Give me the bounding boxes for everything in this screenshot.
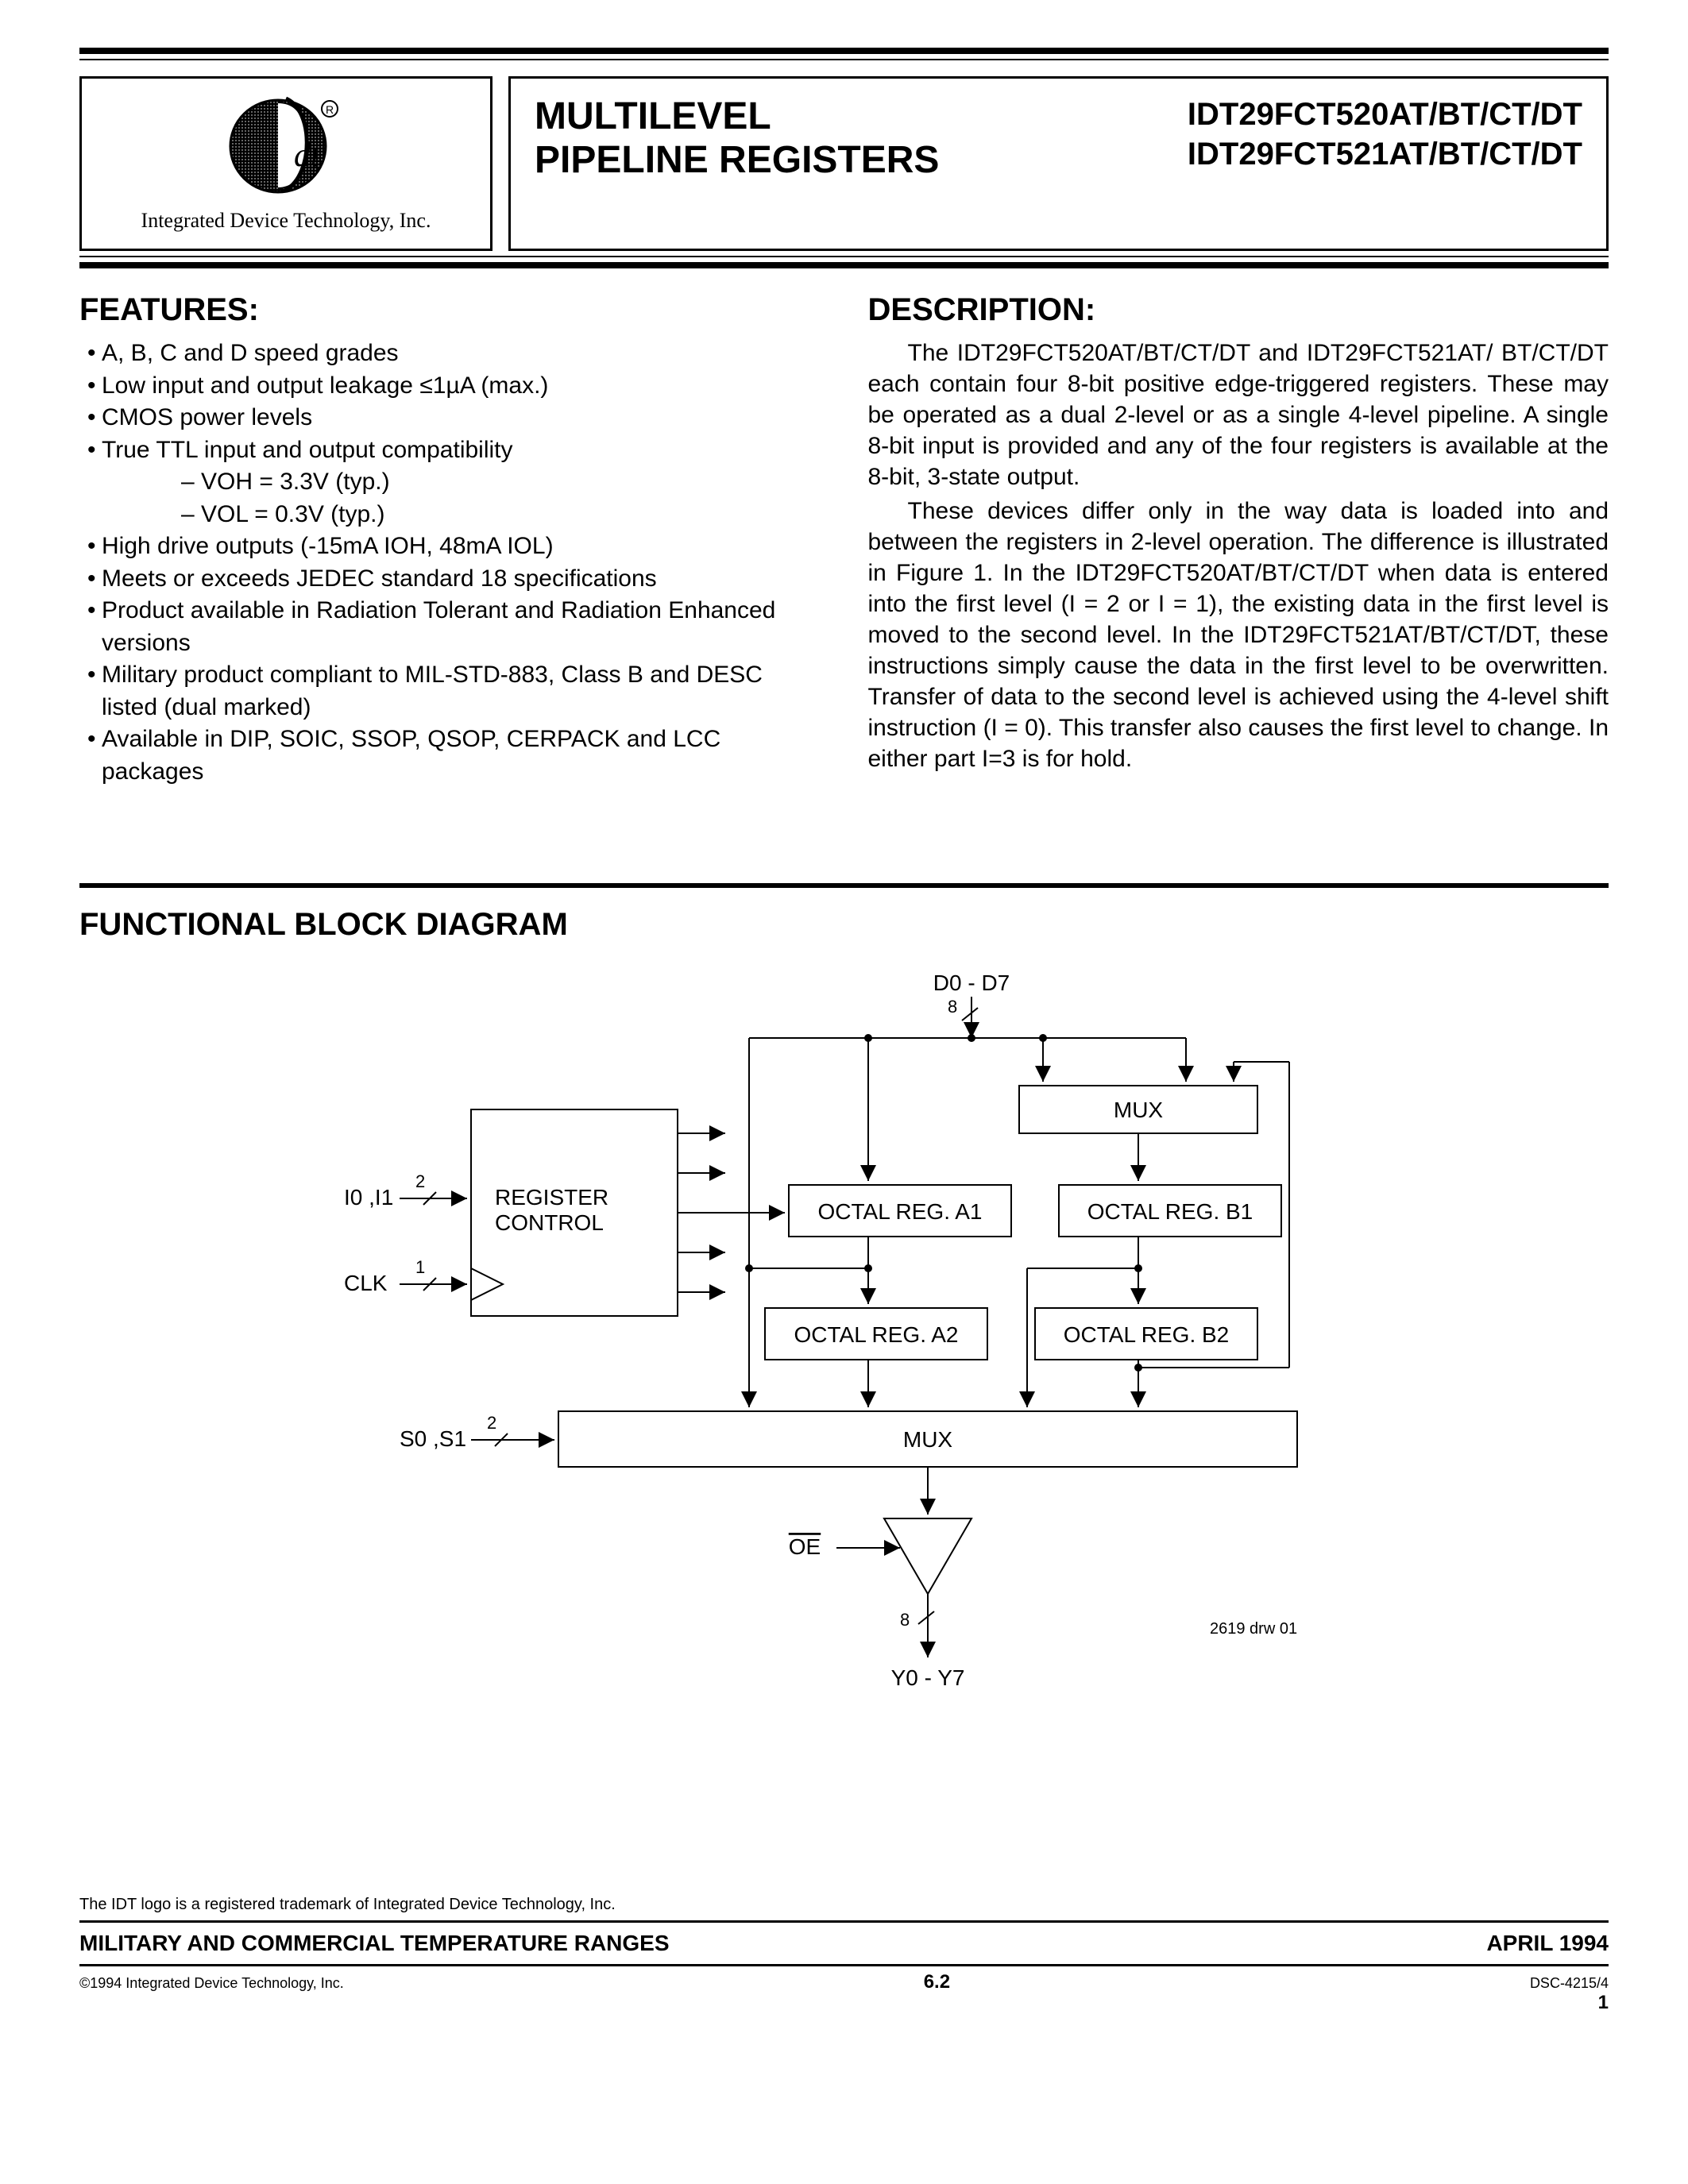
feature-item: Available in DIP, SOIC, SSOP, QSOP, CERP… — [87, 723, 821, 788]
part-numbers: IDT29FCT520AT/BT/CT/DT IDT29FCT521AT/BT/… — [1188, 95, 1582, 174]
mid-rule-thick — [79, 262, 1609, 268]
footer: The IDT logo is a registered trademark o… — [79, 1896, 1609, 2014]
doc-id-block: DSC-4215/4 1 — [1530, 1975, 1609, 2014]
copyright-row: ©1994 Integrated Device Technology, Inc.… — [79, 1971, 1609, 2014]
reg-ctrl-label-2: CONTROL — [495, 1210, 604, 1235]
two-column-section: FEATURES: A, B, C and D speed grades Low… — [79, 292, 1609, 788]
part-line-2: IDT29FCT521AT/BT/CT/DT — [1188, 134, 1582, 174]
feature-item: Low input and output leakage ≤1µA (max.) — [87, 370, 821, 403]
functional-block-diagram: D0 - D7 8 MUX REGISTER CONTROL I0 ,I1 2 — [296, 967, 1393, 1721]
description-para-1: The IDT29FCT520AT/BT/CT/DT and IDT29FCT5… — [868, 338, 1609, 492]
feature-item: Military product compliant to MIL-STD-88… — [87, 659, 821, 723]
header-row: R dt Integrated Device Technology, Inc. … — [79, 76, 1609, 251]
top-rule-thick — [79, 48, 1609, 54]
trademark-notice: The IDT logo is a registered trademark o… — [79, 1896, 1609, 1914]
s-inputs-label: S0 ,S1 — [400, 1426, 466, 1451]
reg-b1-label: OCTAL REG. B1 — [1087, 1199, 1253, 1224]
bus-width-8: 8 — [948, 997, 957, 1017]
feature-sub-voh: – VOH = 3.3V (typ.) — [102, 466, 821, 499]
idt-logo-icon: R dt — [218, 95, 353, 198]
drawing-id: 2619 drw 01 — [1210, 1620, 1297, 1638]
temperature-range-label: MILITARY AND COMMERCIAL TEMPERATURE RANG… — [79, 1931, 670, 1956]
footer-rule-2 — [79, 1964, 1609, 1966]
feature-item: CMOS power levels — [87, 402, 821, 434]
feature-text: True TTL input and output compatibility — [102, 437, 513, 463]
date-label: APRIL 1994 — [1486, 1931, 1609, 1956]
feature-item: Product available in Radiation Tolerant … — [87, 595, 821, 659]
doc-id: DSC-4215/4 — [1530, 1975, 1609, 1991]
description-column: DESCRIPTION: The IDT29FCT520AT/BT/CT/DT … — [868, 292, 1609, 788]
reg-a1-label: OCTAL REG. A1 — [817, 1199, 982, 1224]
top-rule-thin — [79, 59, 1609, 60]
big-mux-label: MUX — [902, 1427, 952, 1452]
company-name: Integrated Device Technology, Inc. — [141, 209, 431, 233]
y-bus-label: Y0 - Y7 — [890, 1665, 964, 1690]
logo-box: R dt Integrated Device Technology, Inc. — [79, 76, 492, 251]
features-list: A, B, C and D speed grades Low input and… — [79, 338, 821, 788]
svg-text:dt: dt — [294, 137, 321, 174]
features-heading: FEATURES: — [79, 292, 821, 328]
part-line-1: IDT29FCT520AT/BT/CT/DT — [1188, 95, 1582, 134]
block-diagram-wrap: D0 - D7 8 MUX REGISTER CONTROL I0 ,I1 2 — [79, 967, 1609, 1721]
features-column: FEATURES: A, B, C and D speed grades Low… — [79, 292, 821, 788]
feature-item: Meets or exceeds JEDEC standard 18 speci… — [87, 563, 821, 596]
description-para-2: These devices differ only in the way dat… — [868, 496, 1609, 774]
s-width: 2 — [487, 1413, 496, 1433]
section-rule — [79, 883, 1609, 888]
reg-b2-label: OCTAL REG. B2 — [1063, 1322, 1229, 1347]
feature-sub-vol: – VOL = 0.3V (typ.) — [102, 499, 821, 531]
footer-title-row: MILITARY AND COMMERCIAL TEMPERATURE RANG… — [79, 1927, 1609, 1959]
svg-text:R: R — [326, 103, 334, 116]
mid-rule-thin — [79, 256, 1609, 257]
block-diagram-heading: FUNCTIONAL BLOCK DIAGRAM — [79, 907, 1609, 943]
title-line-1: MULTILEVEL — [535, 95, 1188, 138]
copyright: ©1994 Integrated Device Technology, Inc. — [79, 1975, 344, 1992]
feature-item: High drive outputs (-15mA IOH, 48mA IOL) — [87, 531, 821, 563]
title-line-2: PIPELINE REGISTERS — [535, 138, 1188, 182]
feature-item: A, B, C and D speed grades — [87, 338, 821, 370]
out-width: 8 — [900, 1610, 910, 1630]
feature-item: True TTL input and output compatibility … — [87, 434, 821, 531]
page-number: 1 — [1598, 1992, 1609, 2013]
oe-label: OE — [788, 1534, 820, 1559]
clk-width: 1 — [415, 1257, 425, 1277]
i-inputs-label: I0 ,I1 — [344, 1185, 393, 1210]
title-box: MULTILEVEL PIPELINE REGISTERS IDT29FCT52… — [508, 76, 1609, 251]
i-width: 2 — [415, 1171, 425, 1191]
reg-ctrl-label-1: REGISTER — [495, 1185, 608, 1210]
mux-top-label: MUX — [1113, 1098, 1163, 1122]
description-heading: DESCRIPTION: — [868, 292, 1609, 328]
product-title: MULTILEVEL PIPELINE REGISTERS — [535, 95, 1188, 182]
footer-rule-1 — [79, 1920, 1609, 1923]
section-number: 6.2 — [924, 1971, 950, 1993]
d-bus-label: D0 - D7 — [933, 970, 1009, 995]
reg-a2-label: OCTAL REG. A2 — [794, 1322, 958, 1347]
clk-label: CLK — [344, 1271, 388, 1295]
